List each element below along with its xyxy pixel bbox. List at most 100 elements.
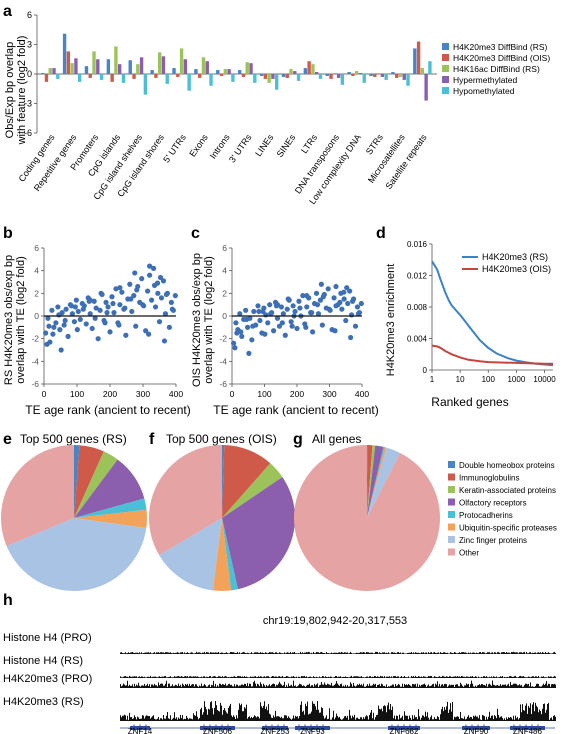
x-tick-label: 100 bbox=[70, 389, 84, 399]
scatter-point bbox=[68, 303, 74, 309]
pie-slice bbox=[367, 446, 385, 518]
x-tick-label: 10000 bbox=[533, 375, 556, 384]
bar bbox=[318, 74, 323, 79]
pie-slice bbox=[293, 445, 440, 591]
legend-entry: H4K20me3 (RS) bbox=[482, 252, 548, 262]
x-tick-label: 200 bbox=[290, 389, 304, 399]
scatter-point bbox=[251, 308, 257, 315]
bar bbox=[150, 70, 154, 74]
panel-a-ylabel-line1: Obs/Exp bp overlap bbox=[4, 42, 16, 139]
scatter-point bbox=[65, 333, 71, 339]
scatter-point bbox=[260, 308, 266, 315]
scatter-point bbox=[161, 338, 168, 344]
legend-swatch bbox=[448, 523, 455, 531]
pie-slice bbox=[74, 459, 145, 518]
scatter-point bbox=[56, 312, 62, 318]
pie-slice bbox=[159, 518, 222, 591]
pie-slice bbox=[74, 445, 104, 518]
scatter-point bbox=[62, 317, 68, 324]
scatter-point bbox=[296, 298, 302, 304]
y-tick-label: 2 bbox=[34, 288, 39, 298]
legend-swatch bbox=[448, 461, 455, 468]
legend-entry: H4K20me3 DiffBind (RS) bbox=[453, 42, 547, 52]
scatter-point bbox=[347, 288, 353, 294]
scatter-point bbox=[282, 332, 288, 338]
bar bbox=[249, 63, 253, 74]
x-tick-label: 100 bbox=[257, 389, 271, 399]
bar bbox=[139, 57, 144, 74]
gene-label: ZNF682 bbox=[390, 727, 419, 734]
legend-entry: Other bbox=[459, 549, 479, 558]
legend-swatch bbox=[442, 87, 449, 94]
scatter-point bbox=[61, 322, 67, 328]
scatter-point bbox=[234, 330, 240, 336]
scatter-point bbox=[122, 305, 128, 311]
scatter-point bbox=[244, 316, 250, 322]
y-tick-label: -4 bbox=[219, 356, 227, 366]
bar bbox=[44, 74, 49, 82]
legend-swatch bbox=[448, 536, 455, 543]
legend-entry: Double homeobox proteins bbox=[459, 461, 555, 470]
legend-entry: Hypermethylated bbox=[453, 75, 518, 85]
pie-legend: Double homeobox proteins Immunoglobulins K… bbox=[448, 461, 557, 558]
pie-slice bbox=[222, 445, 225, 518]
bar bbox=[114, 46, 118, 74]
legend-entry: Ubiquitin-specific proteases bbox=[459, 524, 557, 533]
scatter-point bbox=[341, 296, 347, 302]
scatter-point bbox=[317, 297, 323, 303]
scatter-point bbox=[304, 304, 310, 310]
pie-slice bbox=[367, 447, 387, 518]
legend-swatch bbox=[448, 473, 455, 481]
y-tick-label: 0.016 bbox=[407, 240, 428, 249]
bar bbox=[406, 74, 410, 86]
bar bbox=[154, 74, 158, 78]
scatter-point bbox=[51, 324, 57, 330]
bar bbox=[238, 70, 242, 74]
scatter-point bbox=[50, 331, 56, 337]
scatter-point bbox=[151, 282, 158, 288]
scatter-point bbox=[320, 294, 326, 300]
scatter-point bbox=[49, 307, 55, 313]
legend-entry: H4K20me3 DiffBind (OIS) bbox=[453, 53, 550, 63]
bar bbox=[307, 61, 311, 74]
bar bbox=[52, 68, 56, 74]
scatter-point bbox=[89, 325, 95, 332]
scatter-point bbox=[315, 311, 322, 317]
bar bbox=[281, 74, 286, 77]
panel-d-line-chart: H4K20me3 enrichment 0 0.004 0.008 0.012 0.01… bbox=[385, 240, 556, 409]
y-tick-label: -2 bbox=[219, 334, 227, 344]
scatter-point bbox=[73, 297, 79, 303]
track-signal bbox=[120, 675, 556, 678]
bar bbox=[132, 74, 136, 79]
scatter-point bbox=[107, 329, 113, 335]
scatter-point bbox=[75, 308, 81, 315]
legend-entry: Olfactory receptors bbox=[459, 499, 527, 508]
legend-entry: H4K16ac DiffBind (RS) bbox=[453, 64, 540, 74]
bar bbox=[384, 74, 388, 80]
scatter-point bbox=[117, 285, 123, 291]
x-tick-label: 1 bbox=[430, 375, 435, 384]
scatter-point bbox=[58, 347, 64, 353]
scatter-point bbox=[143, 328, 149, 334]
scatter-point bbox=[123, 332, 129, 338]
scatter-point bbox=[168, 299, 174, 305]
panel-label-d: d bbox=[376, 225, 386, 242]
series-line bbox=[431, 260, 554, 367]
scatter-point bbox=[97, 307, 103, 313]
legend-entry: Hypomethylated bbox=[453, 86, 515, 96]
scatter-point bbox=[83, 321, 89, 327]
y-tick-label: 6 bbox=[34, 243, 39, 253]
scatter-point bbox=[300, 293, 306, 299]
category-label: LINEs bbox=[253, 132, 276, 158]
scatter-point bbox=[152, 304, 159, 310]
legend-entry: Zinc finger proteins bbox=[459, 536, 527, 545]
scatter-point bbox=[146, 331, 152, 337]
pie-slice bbox=[222, 445, 271, 518]
panel-b-xlabel: TE age rank (ancient to recent) bbox=[25, 403, 190, 417]
bar bbox=[373, 74, 377, 77]
scatter-point bbox=[145, 288, 151, 294]
bar bbox=[289, 69, 293, 74]
scatter-point bbox=[160, 278, 167, 284]
scatter-point bbox=[44, 341, 50, 347]
bar bbox=[66, 51, 71, 74]
